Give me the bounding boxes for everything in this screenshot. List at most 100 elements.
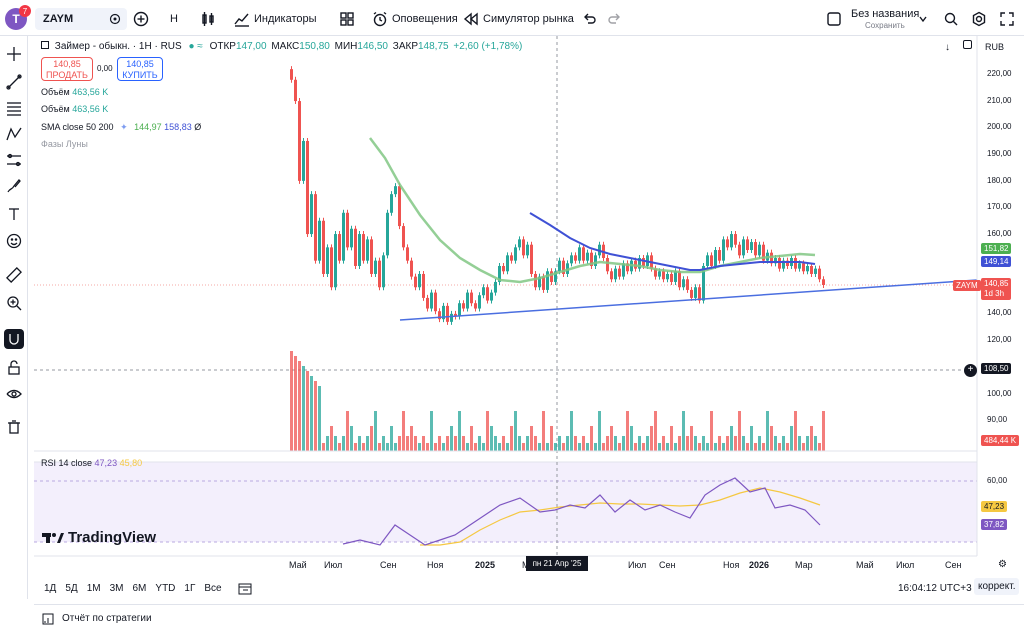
quick-search-button[interactable] (943, 8, 959, 30)
time-axis[interactable]: МайИюлСенНоя2025МарИюлСенНоя2026МарМайИю… (34, 556, 977, 574)
candle (678, 271, 681, 288)
indicators-button[interactable]: Индикаторы (234, 8, 317, 30)
fullscreen-button[interactable] (999, 8, 1015, 30)
candle (534, 273, 537, 288)
symbol-search[interactable]: ZAYM (35, 8, 127, 30)
volume-bar (462, 436, 465, 451)
time-tick: Май (856, 560, 874, 570)
candle (542, 276, 545, 290)
volume-bar (798, 436, 801, 451)
interval-button[interactable]: H (170, 8, 178, 30)
sma200-tag: 149,14 (981, 256, 1012, 267)
volume-bar (654, 411, 657, 451)
layout-name[interactable]: Без названия (851, 8, 920, 20)
volume-bar (358, 436, 361, 451)
crosshair-tool[interactable] (4, 44, 24, 64)
range-5d[interactable]: 5Д (65, 582, 78, 594)
range-6m[interactable]: 6М (132, 582, 147, 594)
calendar-goto-icon[interactable] (238, 581, 252, 595)
ruler-icon (6, 267, 22, 283)
layout-save-button[interactable] (827, 8, 841, 30)
range-1d[interactable]: 1Д (44, 582, 57, 594)
fib-tool[interactable] (4, 98, 24, 118)
time-tick: Сен (945, 560, 962, 570)
clock[interactable]: 16:04:12 UTC+3 (898, 582, 972, 594)
range-1m[interactable]: 1М (86, 582, 101, 594)
gear-icon[interactable]: ⚙ (998, 559, 1007, 570)
add-alert-icon[interactable]: + (964, 364, 977, 377)
candle (638, 258, 641, 269)
checkbox-icon[interactable] (41, 41, 49, 49)
maximize-icon[interactable] (963, 40, 972, 49)
price-tick: 190,00 (987, 149, 1012, 158)
trendline[interactable] (399, 279, 978, 321)
settings-button[interactable] (971, 8, 987, 30)
chart-type-button[interactable] (200, 8, 216, 30)
volume-bar (498, 443, 501, 451)
volume2-value: 463,56 K (72, 104, 109, 114)
range-1y[interactable]: 1Г (184, 582, 196, 594)
download-icon[interactable]: ↓ (945, 42, 950, 53)
volume-bar (602, 443, 605, 451)
alarm-clock-icon (373, 11, 387, 27)
volume-bar (758, 436, 761, 451)
footer-panel: Отчёт по стратегии (34, 604, 1024, 632)
buy-button[interactable]: 140,85 КУПИТЬ (117, 57, 163, 81)
range-all[interactable]: Все (204, 582, 222, 594)
candle (510, 255, 513, 261)
volume-bar (478, 436, 481, 451)
add-symbol-icon[interactable] (109, 13, 121, 25)
candle (302, 140, 305, 181)
range-ytd[interactable]: YTD (155, 582, 176, 594)
candle (418, 273, 421, 288)
volume-bar (342, 436, 345, 451)
lock-tool[interactable] (4, 358, 24, 378)
volume-bar (810, 426, 813, 451)
candle (378, 260, 381, 288)
volume-bar (710, 411, 713, 451)
sell-price: 140,85 (53, 59, 81, 69)
sma50-line (369, 137, 816, 284)
pattern-tool[interactable] (4, 124, 24, 144)
candle (594, 255, 597, 266)
hide-tool[interactable] (4, 384, 24, 404)
alerts-button[interactable]: Оповещения (372, 8, 458, 30)
candle (290, 69, 293, 80)
volume-bar (402, 411, 405, 451)
volume-bar (634, 443, 637, 451)
adjust-button[interactable]: коррект. (974, 578, 1020, 595)
rewind-icon (463, 12, 478, 26)
sell-button[interactable]: 140,85 ПРОДАТЬ (41, 57, 93, 81)
volume-legend-1[interactable]: Объём 463,56 K (41, 87, 108, 97)
volume-bar (718, 436, 721, 451)
trendline-tool[interactable] (4, 72, 24, 92)
chevron-down-icon (919, 16, 927, 23)
rsi-tick: 60,00 (987, 476, 1008, 485)
currency-label[interactable]: RUB (985, 42, 1005, 52)
undo-button[interactable] (582, 8, 596, 30)
candle (582, 247, 585, 261)
emoji-tool[interactable] (4, 231, 24, 251)
brush-tool[interactable] (4, 176, 24, 196)
zoom-tool[interactable] (4, 293, 24, 313)
layouts-button[interactable] (340, 8, 354, 30)
strategy-report-tab[interactable]: Отчёт по стратегии (62, 613, 152, 624)
compare-button[interactable] (133, 8, 149, 30)
layout-menu-button[interactable] (918, 8, 928, 30)
rsi-legend[interactable]: RSI 14 close 47,23 45,80 (41, 458, 142, 468)
range-3m[interactable]: 3М (109, 582, 124, 594)
remove-tool[interactable] (4, 417, 24, 437)
volume-legend-2[interactable]: Объём 463,56 K (41, 104, 108, 114)
redo-button[interactable] (608, 8, 622, 30)
projection-tool[interactable] (4, 150, 24, 170)
symbol-text: ZAYM (43, 13, 74, 25)
volume-bar (550, 426, 553, 451)
moon-legend[interactable]: Фазы Луны (41, 139, 88, 149)
volume-bar (522, 443, 525, 451)
replay-button[interactable]: Симулятор рынка (463, 8, 574, 30)
ruler-tool[interactable] (4, 265, 24, 285)
magnet-tool[interactable] (4, 329, 24, 349)
sma-legend[interactable]: SMA close 50 200 ✦ 144,97 158,83 Ø (41, 122, 201, 133)
text-tool[interactable] (4, 204, 24, 224)
